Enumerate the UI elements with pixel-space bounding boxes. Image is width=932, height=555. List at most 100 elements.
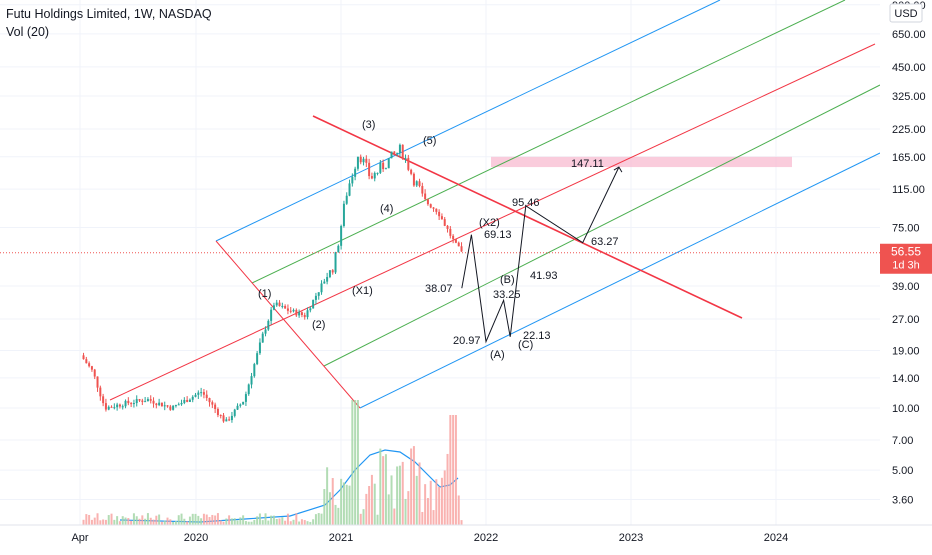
- point-label: 63.27: [591, 236, 619, 248]
- candle-body: [172, 405, 175, 410]
- volume-bar: [438, 486, 441, 525]
- candle-body: [250, 376, 253, 385]
- volume-bar: [359, 513, 362, 525]
- candle-body: [272, 305, 275, 310]
- volume-bar: [432, 510, 435, 525]
- candle-body: [96, 376, 99, 388]
- candle-body: [328, 270, 331, 278]
- candle-body: [202, 392, 205, 395]
- candle-body: [379, 162, 382, 173]
- candle-body: [303, 314, 306, 318]
- pitchfork-upper-inner-line: [251, 0, 846, 284]
- y-tick-label: 39.00: [892, 281, 920, 293]
- volume-bar: [348, 485, 351, 525]
- candle-body: [435, 208, 438, 212]
- candle-body: [298, 312, 301, 316]
- volume-bar: [88, 514, 91, 525]
- candle-body: [90, 366, 93, 370]
- volume-bar: [132, 513, 135, 525]
- volume-bar: [418, 462, 421, 525]
- candle-body: [396, 152, 399, 154]
- volume-bar: [387, 494, 390, 525]
- wave-label: (C): [518, 339, 533, 351]
- candle-body: [340, 225, 343, 246]
- candle-body: [314, 295, 317, 300]
- wave-label: (X1): [352, 285, 373, 297]
- candle-body: [264, 329, 267, 334]
- point-label: 69.13: [484, 229, 512, 241]
- volume-bar: [298, 521, 301, 525]
- candle-body: [295, 309, 298, 316]
- volume-bar: [247, 521, 250, 525]
- volume-bar: [85, 514, 88, 525]
- candle-body: [121, 406, 124, 408]
- candle-body: [387, 158, 390, 169]
- volume-bar: [384, 454, 387, 525]
- volume-bar: [219, 520, 222, 525]
- wave-label: (3): [362, 119, 375, 131]
- candle-body: [141, 400, 144, 402]
- pitchfork-upper-line: [215, 0, 721, 242]
- volume-bar: [270, 515, 273, 525]
- volume-bar: [317, 513, 320, 525]
- volume-legend: Vol (20): [6, 25, 50, 39]
- volume-bar: [312, 519, 315, 525]
- candle-body: [337, 245, 340, 253]
- candle-body: [443, 219, 446, 226]
- candle-body: [323, 281, 326, 284]
- candle-body: [158, 402, 161, 406]
- point-label: 147.11: [571, 158, 604, 170]
- x-tick-label: 2022: [474, 532, 498, 544]
- candle-body: [155, 403, 158, 406]
- candle-body: [228, 419, 231, 421]
- volume-bar: [314, 514, 317, 525]
- candle-body: [362, 158, 365, 163]
- volume-bar: [289, 521, 292, 525]
- volume-bar: [144, 518, 147, 525]
- volume-bar: [149, 517, 152, 525]
- volume-bar: [216, 513, 219, 525]
- candle-body: [244, 394, 247, 402]
- volume-bar: [116, 516, 119, 525]
- candle-body: [460, 246, 463, 252]
- y-tick-label: 7.00: [892, 435, 913, 447]
- candle-body: [104, 403, 107, 410]
- volume-bar: [135, 516, 138, 525]
- candle-body: [410, 169, 413, 174]
- candle-body: [216, 408, 219, 416]
- candle-body: [429, 204, 432, 208]
- volume-bar: [202, 513, 205, 525]
- candle-body: [247, 384, 250, 395]
- candle-body: [438, 211, 441, 217]
- candle-body: [214, 404, 217, 409]
- wave-label: (5): [423, 135, 436, 147]
- volume-bar: [194, 513, 197, 525]
- y-tick-label: 5.00: [892, 465, 913, 477]
- volume-bar: [334, 504, 337, 525]
- volume-bar: [239, 517, 242, 525]
- y-tick-label: 75.00: [892, 222, 920, 234]
- candle-body: [219, 415, 222, 417]
- volume-bar: [435, 479, 438, 525]
- candle-body: [236, 405, 239, 410]
- volume-bar: [93, 517, 96, 525]
- candle-body: [320, 283, 323, 293]
- candle-body: [186, 399, 189, 402]
- candle-body: [449, 228, 452, 236]
- volume-bar: [261, 520, 264, 525]
- candle-body: [382, 162, 385, 170]
- candle-body: [289, 310, 292, 312]
- candle-body: [440, 216, 443, 220]
- volume-bar: [258, 513, 261, 525]
- volume-bar: [121, 516, 124, 525]
- wave-label: (A): [490, 349, 505, 361]
- pitchfork-median-line: [109, 43, 876, 401]
- volume-bar: [323, 489, 326, 525]
- y-tick-label: 14.00: [892, 373, 920, 385]
- candle-body: [452, 235, 455, 240]
- volume-bar: [253, 519, 256, 525]
- pitchfork-lower-inner-line: [323, 84, 881, 367]
- volume-bar: [370, 474, 373, 525]
- candle-body: [116, 404, 119, 408]
